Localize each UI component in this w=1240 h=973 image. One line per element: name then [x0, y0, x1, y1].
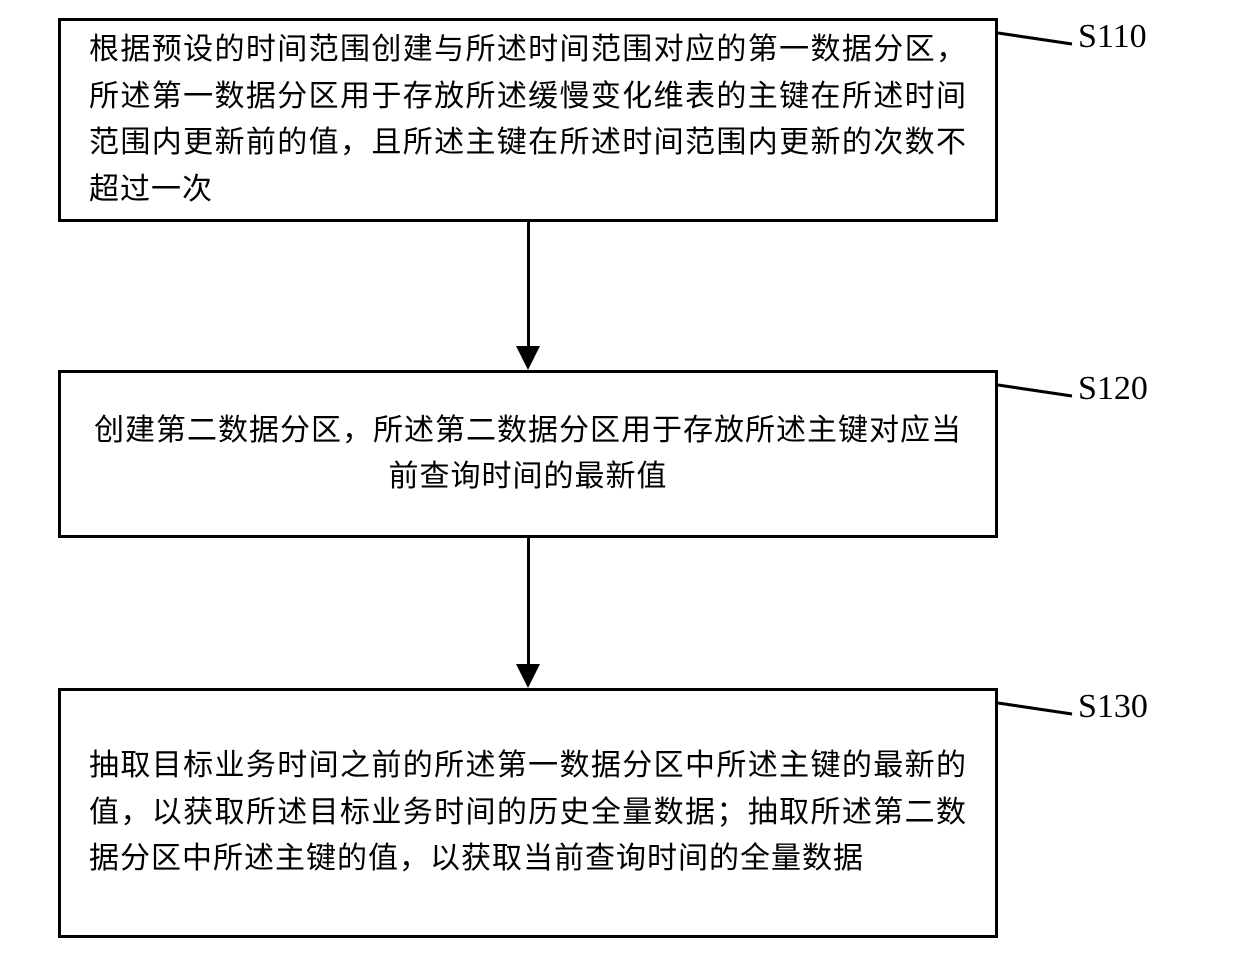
step-text-s110: 根据预设的时间范围创建与所述时间范围对应的第一数据分区，所述第一数据分区用于存放…	[89, 27, 967, 213]
arrow-line-1	[527, 222, 530, 346]
step-box-s110: 根据预设的时间范围创建与所述时间范围对应的第一数据分区，所述第一数据分区用于存放…	[58, 18, 998, 222]
label-connector-s120	[998, 345, 1076, 395]
arrow-line-2	[527, 538, 530, 664]
step-text-s130: 抽取目标业务时间之前的所述第一数据分区中所述主键的最新的值，以获取所述目标业务时…	[89, 743, 967, 883]
step-box-s130: 抽取目标业务时间之前的所述第一数据分区中所述主键的最新的值，以获取所述目标业务时…	[58, 688, 998, 938]
step-label-s120: S120	[1078, 370, 1148, 408]
step-box-s120: 创建第二数据分区，所述第二数据分区用于存放所述主键对应当前查询时间的最新值	[58, 370, 998, 538]
flowchart-canvas: 根据预设的时间范围创建与所述时间范围对应的第一数据分区，所述第一数据分区用于存放…	[0, 0, 1240, 973]
arrow-head-1	[516, 346, 540, 370]
label-connector-s130	[998, 663, 1076, 713]
step-label-s110: S110	[1078, 18, 1147, 56]
step-text-s120: 创建第二数据分区，所述第二数据分区用于存放所述主键对应当前查询时间的最新值	[89, 408, 967, 501]
step-label-s130: S130	[1078, 688, 1148, 726]
label-connector-s110	[998, 0, 1076, 43]
arrow-head-2	[516, 664, 540, 688]
